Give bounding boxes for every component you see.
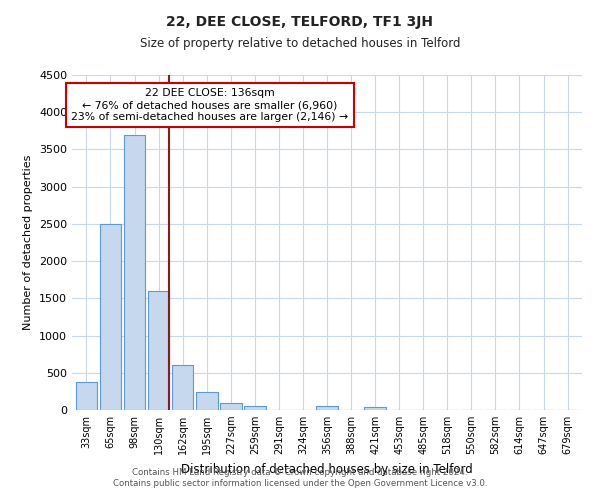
Bar	[100, 224, 121, 410]
Text: 22, DEE CLOSE, TELFORD, TF1 3JH: 22, DEE CLOSE, TELFORD, TF1 3JH	[167, 15, 433, 29]
Bar	[76, 382, 97, 410]
Bar	[124, 134, 145, 410]
Bar	[364, 408, 386, 410]
Text: Contains HM Land Registry data © Crown copyright and database right 2024.
Contai: Contains HM Land Registry data © Crown c…	[113, 468, 487, 487]
Bar	[220, 402, 242, 410]
Bar	[172, 366, 193, 410]
Text: 22 DEE CLOSE: 136sqm
← 76% of detached houses are smaller (6,960)
23% of semi-de: 22 DEE CLOSE: 136sqm ← 76% of detached h…	[71, 88, 348, 122]
Text: Size of property relative to detached houses in Telford: Size of property relative to detached ho…	[140, 38, 460, 51]
X-axis label: Distribution of detached houses by size in Telford: Distribution of detached houses by size …	[181, 462, 473, 475]
Bar	[316, 406, 338, 410]
Bar	[244, 406, 266, 410]
Bar	[196, 392, 218, 410]
Bar	[148, 291, 169, 410]
Y-axis label: Number of detached properties: Number of detached properties	[23, 155, 34, 330]
